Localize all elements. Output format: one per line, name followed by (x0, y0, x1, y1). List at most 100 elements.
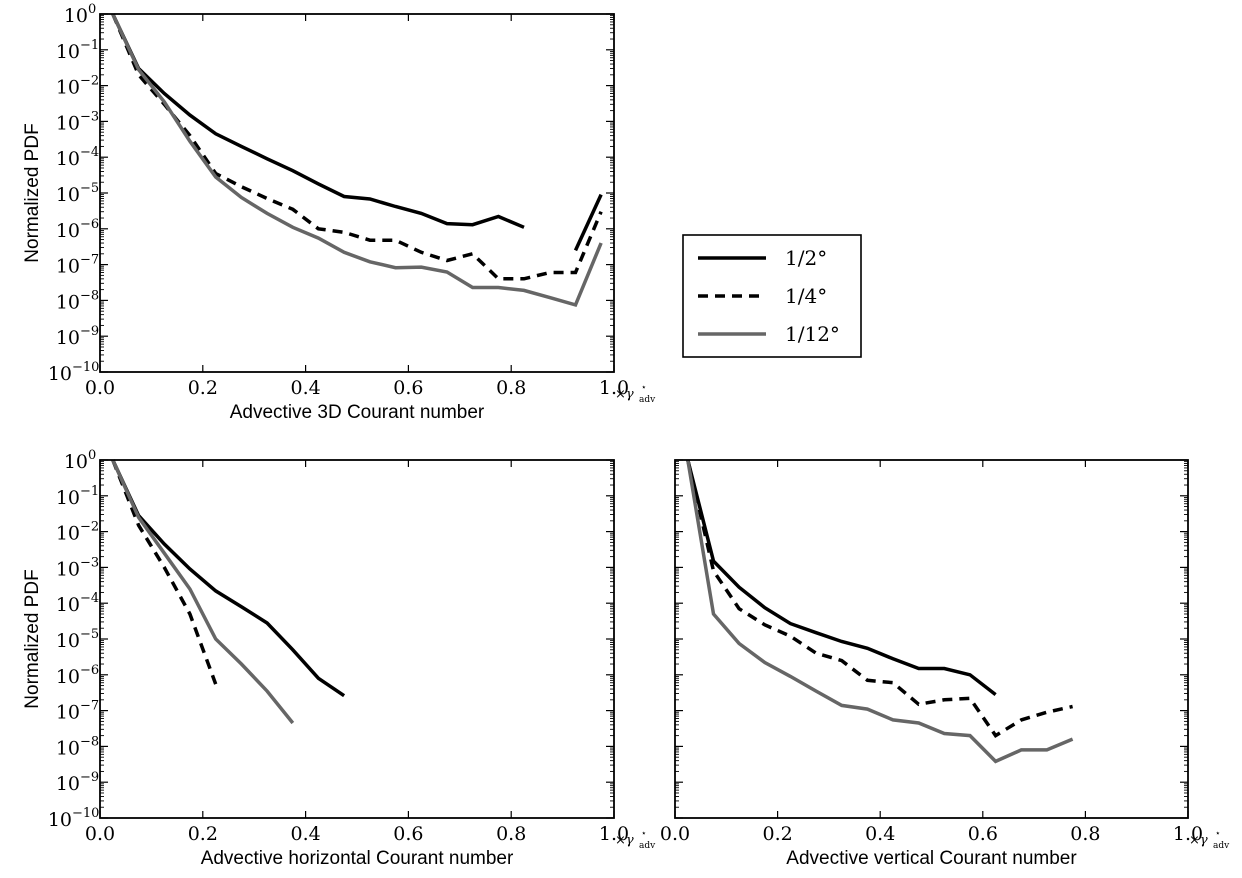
y-tick-label: 10 −6 (56, 217, 99, 242)
x-scale-multiplier-sub: adv (639, 395, 656, 405)
series-line-3-segment-1 (686, 459, 1074, 764)
series-line-3-segment-1 (111, 459, 295, 725)
svg-text:−5: −5 (80, 627, 99, 642)
svg-text:−4: −4 (80, 145, 99, 160)
svg-text:10: 10 (56, 702, 80, 724)
svg-text:10: 10 (48, 363, 72, 385)
series-line-2-segment-1 (111, 13, 603, 281)
svg-text:−2: −2 (80, 74, 99, 89)
svg-text:10: 10 (56, 327, 80, 349)
plot-frame (99, 459, 615, 819)
legend: 1/2° 1/4° 1/12° (682, 234, 862, 358)
svg-text:10: 10 (56, 256, 80, 278)
y-tick-label: 10 0 (64, 448, 96, 473)
x-tick-label: 0.4 (865, 823, 895, 845)
panel-vertical-courant: 0.0 0.2 0.4 0.6 0.8 1.0 Advective vertical Cou… (660, 459, 1230, 869)
legend-label: 1/12° (785, 322, 840, 346)
y-axis-label: Normalized PDF (22, 569, 43, 708)
svg-text:−9: −9 (80, 324, 99, 339)
x-tick-label: 1.0 (599, 377, 629, 399)
x-tick-label: 0.0 (85, 823, 115, 845)
x-scale-multiplier-sup: ⋆ (1215, 829, 1221, 839)
svg-text:−3: −3 (80, 109, 99, 124)
y-tick-label: 10 0 (64, 2, 96, 27)
legend-box (682, 234, 862, 358)
svg-text:−5: −5 (80, 181, 99, 196)
series-line-2-segment-1 (686, 459, 1073, 738)
plot-frame (674, 459, 1189, 819)
x-tick-label: 0.8 (496, 823, 526, 845)
y-tick-label: 10 −5 (56, 627, 99, 652)
svg-text:10: 10 (48, 809, 72, 831)
svg-text:10: 10 (64, 451, 88, 473)
x-tick-label: 0.0 (660, 823, 690, 845)
svg-text:−7: −7 (80, 253, 99, 268)
x-scale-multiplier: ×γ (615, 833, 634, 848)
y-tick-label: 10 −7 (56, 699, 99, 724)
x-scale-multiplier: ×γ (615, 387, 634, 402)
x-tick-label: 0.6 (393, 823, 423, 845)
svg-text:−8: −8 (80, 734, 99, 749)
y-tick-label: 10 −4 (56, 591, 99, 616)
x-scale-multiplier-sup: ⋆ (641, 829, 647, 839)
series-line-1-segment-2 (573, 193, 603, 252)
svg-text:10: 10 (56, 558, 80, 580)
svg-text:10: 10 (56, 291, 80, 313)
svg-text:10: 10 (56, 41, 80, 63)
svg-text:−4: −4 (80, 591, 99, 606)
svg-text:10: 10 (56, 773, 80, 795)
x-tick-label: 0.2 (762, 823, 792, 845)
plot-frame (99, 13, 615, 373)
x-axis-label: Advective horizontal Courant number (201, 848, 514, 869)
x-tick-label: 1.0 (599, 823, 629, 845)
x-tick-label: 0.4 (290, 377, 320, 399)
svg-text:10: 10 (56, 737, 80, 759)
x-axis-label: Advective 3D Courant number (230, 402, 485, 423)
svg-text:−1: −1 (80, 484, 99, 499)
y-tick-label: 10 −1 (56, 38, 99, 63)
y-tick-label: 10 −9 (56, 324, 99, 349)
x-tick-label: 0.4 (290, 823, 320, 845)
y-tick-label: 10 −1 (56, 484, 99, 509)
svg-text:0: 0 (88, 448, 96, 463)
y-tick-label: 10 −9 (56, 770, 99, 795)
y-tick-label: 10 −8 (56, 734, 99, 759)
svg-text:−3: −3 (80, 555, 99, 570)
y-tick-label: 10 −5 (56, 181, 99, 206)
y-axis-label: Normalized PDF (22, 123, 43, 262)
x-tick-label: 0.0 (85, 377, 115, 399)
svg-text:−6: −6 (80, 217, 99, 232)
y-tick-label: 10 −3 (56, 555, 99, 580)
series-line-1-segment-1 (686, 459, 997, 696)
y-tick-label: 10 −8 (56, 288, 99, 313)
x-tick-label: 0.2 (188, 377, 218, 399)
y-tick-label: 10 −7 (56, 253, 99, 278)
svg-text:10: 10 (56, 594, 80, 616)
svg-text:10: 10 (56, 487, 80, 509)
series-line-1-segment-1 (111, 13, 525, 229)
svg-text:10: 10 (56, 666, 80, 688)
series-line-1-segment-1 (111, 459, 346, 698)
svg-text:−10: −10 (72, 806, 99, 821)
svg-text:10: 10 (56, 630, 80, 652)
y-tick-label: 10 −4 (56, 145, 99, 170)
svg-text:10: 10 (56, 148, 80, 170)
svg-text:10: 10 (56, 112, 80, 134)
svg-text:−8: −8 (80, 288, 99, 303)
x-tick-label: 0.6 (393, 377, 423, 399)
y-tick-label: 10 −6 (56, 663, 99, 688)
svg-text:10: 10 (64, 5, 88, 27)
y-tick-label: 10 −3 (56, 109, 99, 134)
svg-text:−10: −10 (72, 360, 99, 375)
svg-text:−9: −9 (80, 770, 99, 785)
x-tick-label: 0.6 (968, 823, 998, 845)
y-tick-label: 10 −10 (48, 360, 100, 385)
series-line-2-segment-1 (111, 459, 218, 685)
x-tick-label: 1.0 (1173, 823, 1203, 845)
series-line-3-segment-1 (111, 13, 603, 308)
svg-text:10: 10 (56, 220, 80, 242)
y-tick-label: 10 −10 (48, 806, 100, 831)
